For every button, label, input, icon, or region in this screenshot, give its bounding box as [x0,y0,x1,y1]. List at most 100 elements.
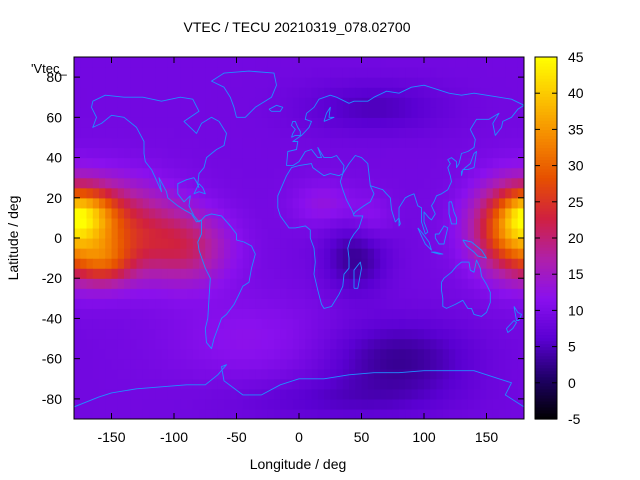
heatmap-cell [317,328,325,340]
heatmap-cell [124,388,131,400]
heatmap-cell [249,368,256,380]
heatmap-cell [274,147,281,159]
heatmap-cell [199,258,206,269]
heatmap-cell [211,127,219,139]
heatmap-cell [274,408,281,419]
colorbar-segment [535,277,557,281]
heatmap-cell [261,137,269,149]
heatmap-cell [336,137,344,149]
heatmap-cell [117,157,125,169]
heatmap-cell [74,328,81,340]
heatmap-cell [411,358,419,370]
heatmap-cell [486,107,494,118]
heatmap-cell [342,157,350,169]
heatmap-cell [174,268,181,279]
heatmap-cell [280,318,288,330]
colorbar-segment [535,198,557,203]
heatmap-cell [111,147,119,159]
heatmap-cell [486,318,494,330]
colorbar-segment [535,352,557,357]
heatmap-cell [392,157,400,169]
heatmap-cell [174,147,181,159]
heatmap-cell [242,328,250,340]
heatmap-cell [505,97,513,108]
colorbar-segment [535,343,557,348]
colorbar-segment [535,271,557,275]
heatmap-cell [86,388,94,400]
heatmap-cell [167,288,175,299]
colorbar-segment [535,162,557,167]
heatmap-cell [411,248,419,259]
heatmap-cell [286,368,294,380]
heatmap-cell [461,57,469,68]
heatmap-cell [142,278,150,289]
heatmap-cell [80,328,88,340]
heatmap-cell [136,227,144,239]
heatmap-cell [99,127,106,139]
heatmap-cell [261,187,269,199]
heatmap-cell [474,308,481,320]
heatmap-cell [211,388,219,400]
heatmap-cell [392,348,400,360]
heatmap-cell [374,248,381,259]
heatmap-cell [317,238,325,249]
heatmap-cell [505,238,513,249]
heatmap-cell [149,278,156,289]
heatmap-cell [155,318,163,330]
heatmap-cell [249,97,256,108]
heatmap-cell [142,318,150,330]
heatmap-cell [324,248,331,259]
heatmap-cell [217,197,225,209]
heatmap-cell [74,137,81,149]
heatmap-cell [167,57,175,68]
heatmap-cell [299,167,306,179]
heatmap-cell [74,127,81,139]
heatmap-cell [86,187,94,199]
heatmap-cell [236,308,244,320]
heatmap-cell [136,318,144,330]
heatmap-cell [367,137,375,149]
heatmap-cell [292,147,300,159]
heatmap-cell [355,318,363,330]
heatmap-cell [155,238,163,249]
heatmap-cell [192,248,200,259]
heatmap-cell [117,248,125,259]
heatmap-cell [317,167,325,179]
heatmap-cell [517,127,524,139]
heatmap-cell [249,87,256,98]
heatmap-cell [324,408,331,419]
heatmap-cell [492,177,500,189]
heatmap-cell [367,67,375,78]
heatmap-cell [374,217,381,229]
heatmap-cell [155,398,163,410]
heatmap-cell [324,318,331,330]
heatmap-cell [111,67,119,78]
heatmap-cell [180,147,188,159]
heatmap-cell [505,358,513,370]
heatmap-cell [186,167,194,179]
colorbar-segment [535,325,557,330]
heatmap-cell [499,258,506,269]
heatmap-cell [499,57,506,68]
heatmap-cell [236,398,244,410]
heatmap-cell [317,57,325,68]
heatmap-cell [117,77,125,88]
heatmap-cell [124,398,131,410]
heatmap-cell [336,147,344,159]
heatmap-cell [455,308,463,320]
heatmap-cell [130,328,138,340]
heatmap-cell [130,117,138,128]
heatmap-cell [342,308,350,320]
heatmap-cell [261,57,269,68]
heatmap-cell [317,338,325,350]
heatmap-cell [86,107,94,118]
heatmap-cell [74,378,81,390]
heatmap-cell [330,167,338,179]
heatmap-cell [405,258,413,269]
heatmap-cell [155,167,163,179]
heatmap-cell [511,77,519,88]
heatmap-cell [324,217,331,229]
heatmap-cell [511,127,519,139]
heatmap-cell [374,238,381,249]
heatmap-cell [255,398,263,410]
